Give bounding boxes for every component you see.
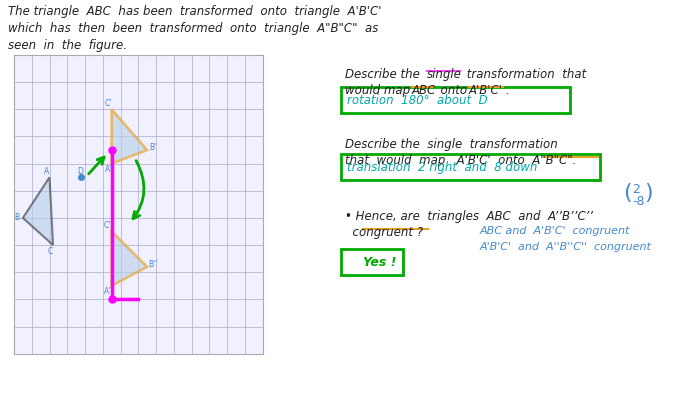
Polygon shape bbox=[111, 231, 147, 286]
Text: which  has  then  been  transformed  onto  triangle  A"B"C"  as: which has then been transformed onto tri… bbox=[8, 22, 379, 35]
Text: ): ) bbox=[644, 183, 652, 203]
Text: The triangle  ABC  has been  transformed  onto  triangle  A'B'C': The triangle ABC has been transformed on… bbox=[8, 5, 382, 18]
FancyBboxPatch shape bbox=[341, 87, 570, 113]
Text: single: single bbox=[427, 68, 462, 81]
Text: .: . bbox=[505, 84, 509, 97]
Text: seen  in  the  figure.: seen in the figure. bbox=[8, 39, 127, 52]
Text: that  would  map   A'B'C'  onto  A"B"C".: that would map A'B'C' onto A"B"C". bbox=[345, 154, 576, 167]
Text: Yes !: Yes ! bbox=[363, 255, 396, 268]
Text: 2: 2 bbox=[632, 183, 640, 196]
Text: C'': C'' bbox=[104, 221, 113, 230]
Text: would map: would map bbox=[345, 84, 418, 97]
FancyBboxPatch shape bbox=[341, 154, 600, 180]
FancyBboxPatch shape bbox=[341, 249, 403, 275]
Polygon shape bbox=[111, 109, 147, 163]
Text: (: ( bbox=[623, 183, 631, 203]
Text: onto: onto bbox=[433, 84, 475, 97]
Text: congruent ?: congruent ? bbox=[345, 226, 423, 239]
Text: Describe the  single  transformation: Describe the single transformation bbox=[345, 138, 558, 151]
Text: A'B'C'  and  A''B''C''  congruent: A'B'C' and A''B''C'' congruent bbox=[480, 242, 652, 252]
Text: rotation  180°  about  D: rotation 180° about D bbox=[347, 94, 488, 107]
Text: ABC: ABC bbox=[412, 84, 436, 97]
Text: • Hence, are  triangles  ABC  and  A’’B’’C’’: • Hence, are triangles ABC and A’’B’’C’’ bbox=[345, 210, 593, 223]
Text: C': C' bbox=[105, 99, 112, 108]
Text: A': A' bbox=[105, 165, 112, 174]
Text: A: A bbox=[44, 167, 50, 176]
Text: Describe the: Describe the bbox=[345, 68, 424, 81]
Text: B: B bbox=[14, 213, 19, 222]
Text: ABC and  A'B'C'  congruent: ABC and A'B'C' congruent bbox=[480, 226, 631, 236]
Text: A'': A'' bbox=[104, 287, 113, 296]
Text: B'': B'' bbox=[148, 260, 158, 269]
Text: -8: -8 bbox=[632, 195, 645, 208]
Text: C: C bbox=[48, 246, 53, 255]
Text: D: D bbox=[78, 167, 83, 176]
Text: B': B' bbox=[149, 143, 156, 152]
Text: transformation  that: transformation that bbox=[463, 68, 587, 81]
Text: A'B'C': A'B'C' bbox=[469, 84, 503, 97]
Text: translation  2 right  and  8 down: translation 2 right and 8 down bbox=[347, 160, 538, 173]
Polygon shape bbox=[23, 177, 53, 245]
